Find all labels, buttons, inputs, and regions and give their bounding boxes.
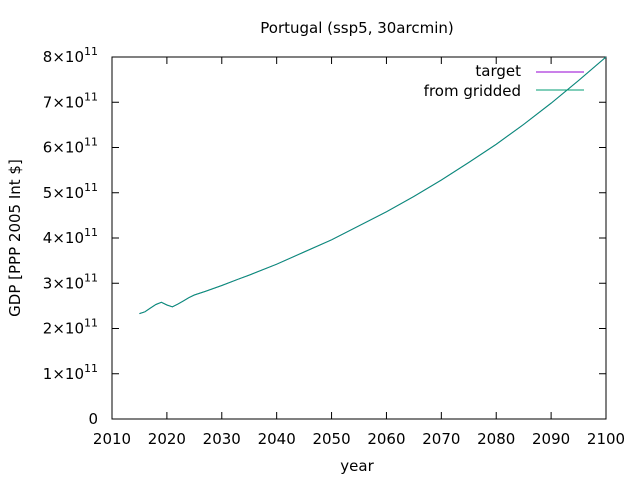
y-tick-label: 0 <box>88 410 98 428</box>
chart-title: Portugal (ssp5, 30arcmin) <box>260 19 453 37</box>
y-tick-label: 2×1011 <box>43 317 98 338</box>
y-tick-label: 8×1011 <box>43 45 98 66</box>
x-tick-label: 2050 <box>312 430 350 448</box>
x-axis-label: year <box>340 457 374 475</box>
x-tick-label: 2030 <box>203 430 241 448</box>
x-tick-label: 2010 <box>93 430 131 448</box>
x-tick-label: 2060 <box>367 430 405 448</box>
x-tick-label: 2070 <box>422 430 460 448</box>
y-tick-label: 3×1011 <box>43 271 98 292</box>
x-tick-label: 2020 <box>148 430 186 448</box>
y-tick-label: 7×1011 <box>43 90 98 111</box>
legend: target from gridded <box>424 62 584 100</box>
series-lines <box>139 56 607 315</box>
plot-frame <box>111 56 607 420</box>
legend-label-from-gridded: from gridded <box>424 82 521 100</box>
y-tick-label: 5×1011 <box>43 181 98 202</box>
x-tick-labels: 2010 2020 2030 2040 2050 2060 2070 2080 2090 2100 <box>93 430 625 448</box>
series-line-from-gridded <box>139 56 607 315</box>
x-tick-label: 2080 <box>477 430 515 448</box>
y-tick-label: 4×1011 <box>43 226 98 247</box>
x-tick-label: 2090 <box>532 430 570 448</box>
series-line-target <box>139 56 607 315</box>
axis-ticks <box>112 57 606 419</box>
x-tick-label: 2040 <box>258 430 296 448</box>
legend-label-target: target <box>475 62 521 80</box>
y-axis-label: GDP [PPP 2005 Int $] <box>6 159 24 317</box>
y-tick-labels: 0 1×1011 2×1011 3×1011 4×1011 5×1011 6×1011 7×1… <box>43 45 98 428</box>
x-tick-label: 2100 <box>587 430 625 448</box>
y-tick-label: 6×1011 <box>43 136 98 157</box>
y-tick-label: 1×1011 <box>43 362 98 383</box>
